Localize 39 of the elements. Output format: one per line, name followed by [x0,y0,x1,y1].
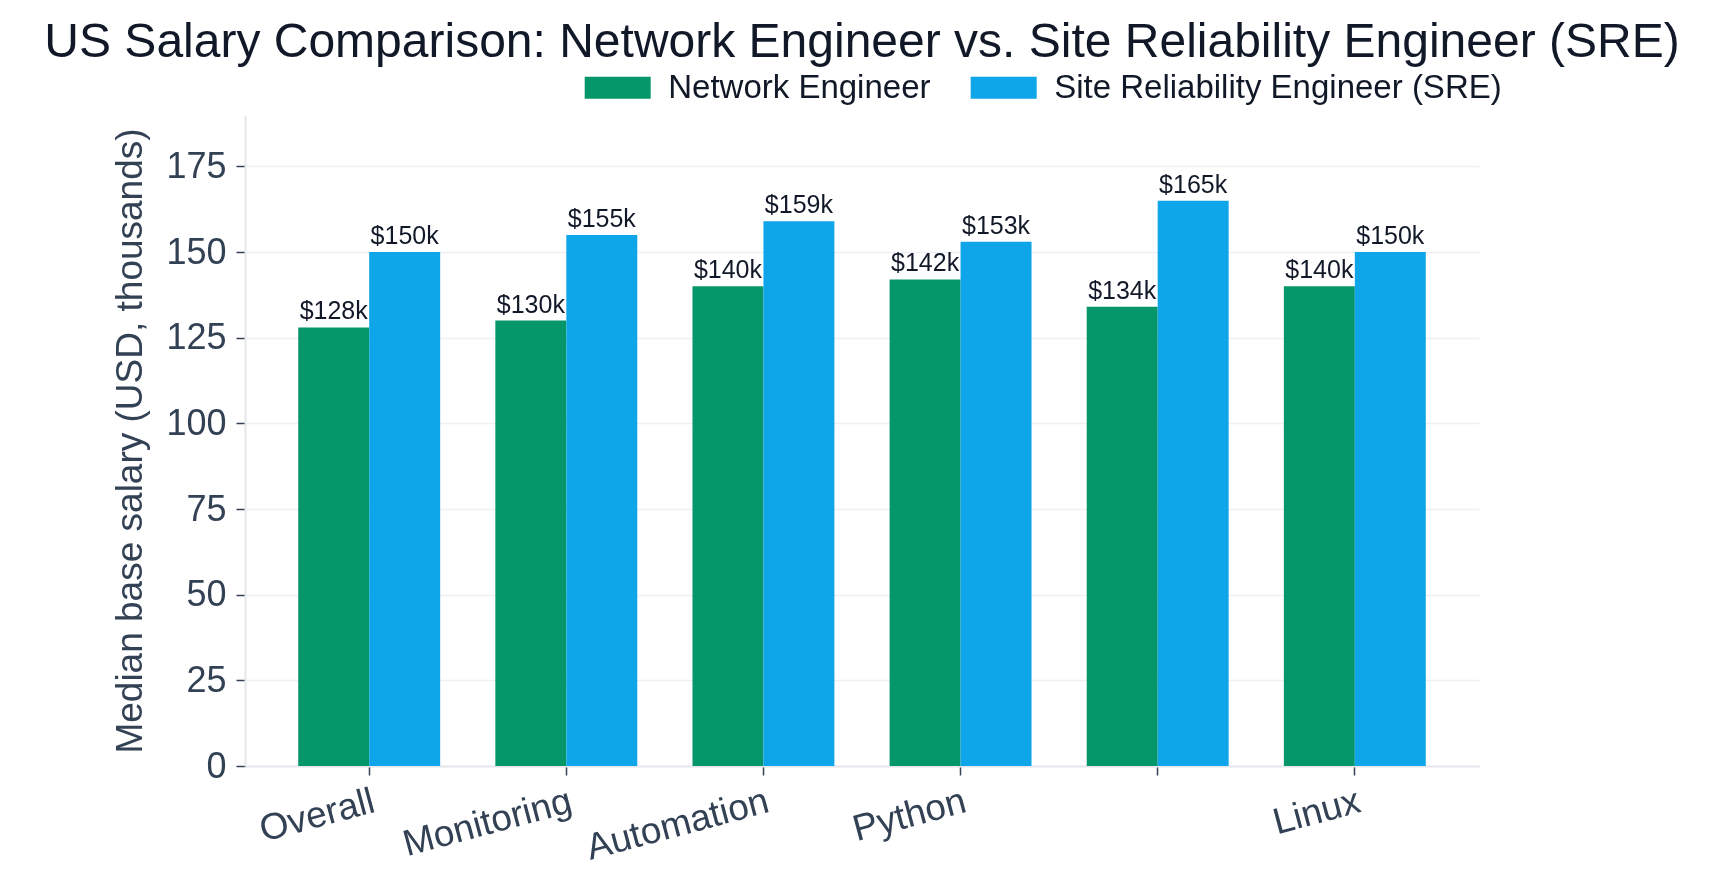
x-tick-label: Linux [1268,779,1365,843]
data-label: $165k [1159,169,1228,198]
x-tick-label: Overall [254,779,379,850]
bar [1354,252,1426,766]
data-label: $150k [1356,221,1425,250]
y-tick-label: 150 [166,230,227,272]
data-label: $159k [764,190,834,219]
y-tick-label: 100 [166,401,227,443]
y-tick-label: 50 [186,573,227,615]
y-axis-title: Median base salary (USD, thousands) [109,128,151,754]
data-label: $134k [1088,275,1157,304]
bar [495,320,567,766]
bar [1086,306,1158,766]
data-label: $142k [891,248,960,277]
data-label: $128k [299,296,369,325]
legend-label: Site Reliability Engineer (SRE) [1054,67,1502,105]
y-tick-label: 175 [166,144,227,186]
data-label: $140k [693,255,763,284]
bar [298,327,370,766]
chart-title: US Salary Comparison: Network Engineer vs. Site Reliability Engineer (SRE) [44,14,1680,67]
data-label: $153k [961,210,1031,239]
bar [566,234,638,766]
legend-label: Network Engineer [668,67,931,105]
data-label: $130k [496,289,566,318]
bar [1157,200,1229,766]
data-label: $140k [1285,255,1354,284]
data-label: $155k [567,203,637,232]
bar [692,286,764,766]
x-tick-label: Python [848,779,971,850]
bar [763,221,835,766]
y-tick-label: 75 [186,487,227,529]
bar [1283,286,1355,766]
y-tick-label: 0 [206,744,227,786]
data-label: $150k [370,221,440,250]
y-tick-label: 25 [186,658,227,700]
bar [960,241,1032,766]
bar [889,279,961,766]
bar [369,252,441,766]
y-tick-label: 125 [166,316,227,358]
